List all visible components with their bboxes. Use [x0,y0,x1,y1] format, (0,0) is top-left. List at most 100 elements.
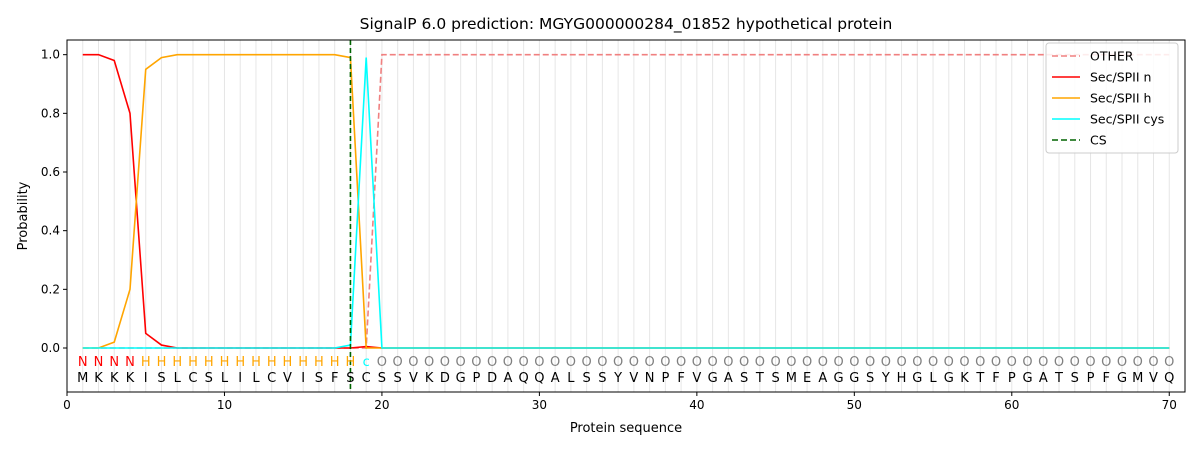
residue-letter: H [897,371,907,386]
region-label: O [1117,355,1127,370]
x-tick-label: 20 [374,398,389,412]
region-label: H [283,355,293,370]
y-tick-label: 0.2 [41,282,60,296]
region-label: H [220,355,230,370]
region-label: N [125,355,135,370]
residue-letter: G [834,371,844,386]
region-label: O [991,355,1001,370]
region-label: O [881,355,891,370]
series-line-other [82,53,1170,349]
region-label: O [597,355,607,370]
region-label: O [928,355,938,370]
residue-letter: S [771,371,779,386]
y-tick-label: 0.0 [41,341,60,355]
region-label: O [424,355,434,370]
residue-letter: K [94,371,103,386]
grid-layer [82,40,1170,392]
residue-letter: C [267,371,276,386]
residue-letter: V [629,371,638,386]
residue-letter: V [409,371,418,386]
residue-letter: L [174,371,182,386]
residue-letter: S [740,371,748,386]
region-label: O [975,355,985,370]
residue-letter: T [1054,371,1063,386]
region-label: O [550,355,560,370]
region-label: O [629,355,639,370]
residue-letter: Y [613,371,622,386]
legend-label: OTHER [1090,49,1134,64]
region-label: O [566,355,576,370]
x-tick-label: 60 [1004,398,1019,412]
region-label: H [204,355,214,370]
residue-letter: G [944,371,954,386]
residue-letter: A [503,371,512,386]
residue-letter: A [1039,371,1048,386]
residue-letter: D [487,371,497,386]
region-label: H [251,355,261,370]
region-label: O [739,355,749,370]
residue-letter: F [1103,371,1110,386]
residue-letter: N [645,371,655,386]
x-tick-label: 30 [532,398,547,412]
residue-letter: E [803,371,811,386]
residue-letter: P [1008,371,1016,386]
region-label: O [912,355,922,370]
residue-letter: L [929,371,937,386]
legend-label: Sec/SPII cys [1090,112,1164,127]
residue-letter: L [567,371,575,386]
series-line-sec-spii-h [82,53,1170,349]
region-label: O [519,355,529,370]
region-label: O [1007,355,1017,370]
residue-letter: Q [1164,371,1174,386]
residue-letter: P [1087,371,1095,386]
residue-letter: S [866,371,874,386]
region-label: O [456,355,466,370]
region-label: O [1148,355,1158,370]
residue-letter: F [331,371,338,386]
residue-letter: T [975,371,984,386]
residue-letter: A [724,371,733,386]
series-line-sec-spii-n [82,53,1170,349]
residue-letter: M [786,371,797,386]
x-tick-label: 70 [1162,398,1177,412]
residue-letter: G [849,371,859,386]
residue-letter: S [598,371,606,386]
region-label: O [582,355,592,370]
region-label: H [267,355,277,370]
legend-label: Sec/SPII n [1090,70,1151,85]
region-label: O [645,355,655,370]
residue-letter: Y [881,371,890,386]
residue-letter: F [992,371,999,386]
residue-letter: T [755,371,764,386]
region-label: H [172,355,182,370]
residue-letter: I [144,371,148,386]
region-label: O [613,355,623,370]
region-label: O [770,355,780,370]
residue-letter: P [472,371,480,386]
region-label: N [109,355,119,370]
residue-letter: G [1117,371,1127,386]
region-label: O [408,355,418,370]
region-label: O [865,355,875,370]
series-line-sec-spii-cys [82,57,1170,349]
region-label: O [818,355,828,370]
region-label: O [723,355,733,370]
x-tick-label: 50 [847,398,862,412]
x-tick-label: 0 [63,398,71,412]
region-label: O [393,355,403,370]
residue-letter: V [1149,371,1158,386]
region-label: O [487,355,497,370]
region-label: H [235,355,245,370]
residue-letter: K [126,371,135,386]
region-label: O [377,355,387,370]
legend-label: Sec/SPII h [1090,91,1151,106]
y-tick-label: 0.6 [41,165,60,179]
series-layer [82,40,1170,392]
region-label: O [802,355,812,370]
plot-frame [66,39,1186,393]
region-label: N [94,355,104,370]
residue-letter: C [188,371,197,386]
region-label: O [1101,355,1111,370]
